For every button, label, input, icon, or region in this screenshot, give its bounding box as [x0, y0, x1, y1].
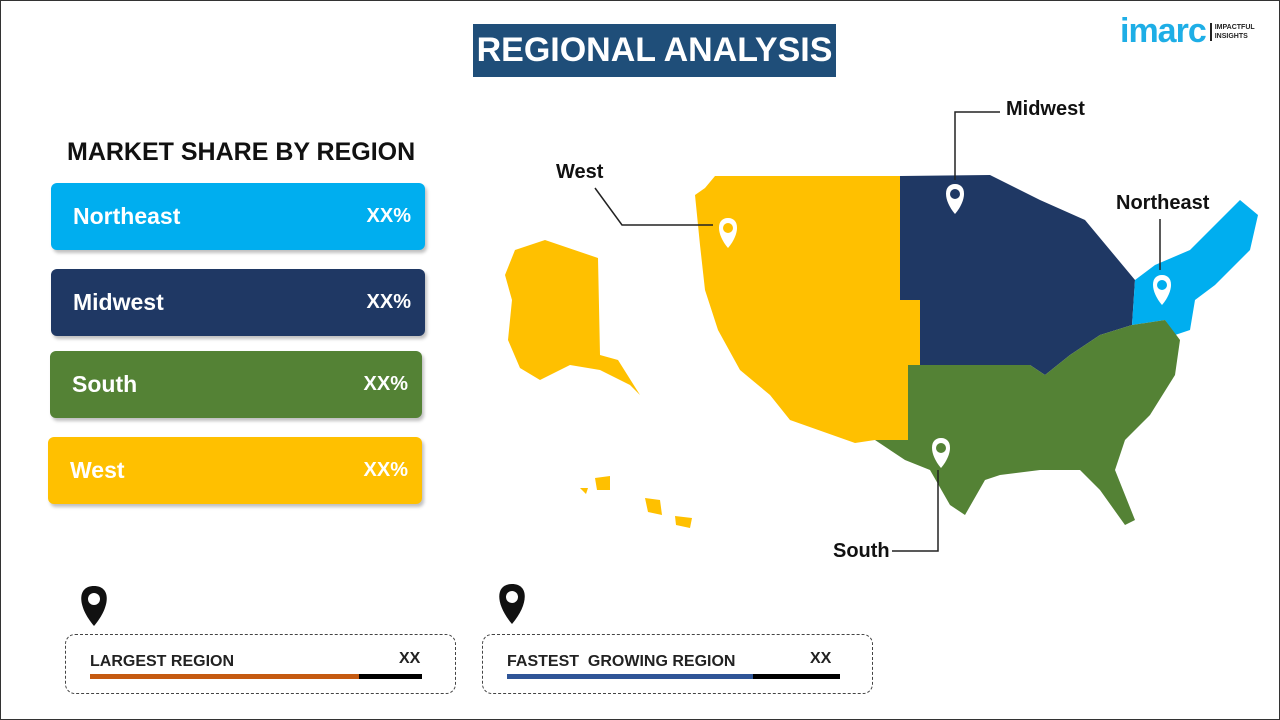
region-northeast [1132, 200, 1258, 335]
largest-region-box: LARGEST REGION XX [65, 634, 456, 694]
region-value: XX% [363, 373, 408, 395]
region-name: Northeast [73, 203, 181, 229]
imarc-logo: imarc IMPACTFUL INSIGHTS [1120, 12, 1255, 51]
fastest-growing-region-progress [507, 674, 840, 679]
fastest-growing-region-label: FASTEST GROWING REGION [507, 653, 736, 670]
callout-lines [594, 111, 1161, 552]
region-south [875, 320, 1180, 525]
largest-region-progress [90, 674, 422, 679]
region-value: XX% [363, 459, 408, 481]
region-name: South [72, 371, 138, 397]
summary-pins [81, 584, 525, 626]
progress-fill [90, 674, 359, 679]
region-name: West [70, 457, 125, 483]
region-value: XX% [366, 205, 411, 227]
page-title: REGIONAL ANALYSIS [473, 24, 836, 77]
progress-fill [507, 674, 754, 679]
region-name: Midwest [73, 289, 164, 315]
label-midwest: Midwest [1006, 98, 1085, 120]
map-pins [719, 184, 1171, 468]
logo-tagline: IMPACTFUL INSIGHTS [1209, 22, 1255, 41]
map-pin-icon [499, 584, 525, 624]
region-bar-south: South XX% [50, 351, 422, 418]
logo-word: imarc [1120, 12, 1207, 50]
region-bar-midwest: Midwest XX% [51, 269, 425, 336]
region-midwest [900, 175, 1135, 375]
fastest-growing-region-box: FASTEST GROWING REGION XX [482, 634, 873, 694]
map-pin-icon [81, 586, 107, 626]
market-share-title: MARKET SHARE BY REGION [67, 138, 416, 166]
label-northeast: Northeast [1116, 192, 1210, 214]
map-pin-icon [719, 218, 737, 248]
region-west [505, 176, 920, 528]
label-south: South [833, 540, 890, 562]
map-pin-icon [1153, 275, 1171, 305]
largest-region-label: LARGEST REGION [90, 653, 235, 670]
largest-region-value: XX [399, 650, 421, 667]
map-pin-icon [946, 184, 964, 214]
region-bar-west: West XX% [48, 437, 422, 504]
map-pin-icon [932, 438, 950, 468]
fastest-growing-region-value: XX [810, 650, 832, 667]
region-bar-northeast: Northeast XX% [51, 183, 425, 250]
region-value: XX% [366, 291, 411, 313]
label-west: West [556, 161, 604, 183]
